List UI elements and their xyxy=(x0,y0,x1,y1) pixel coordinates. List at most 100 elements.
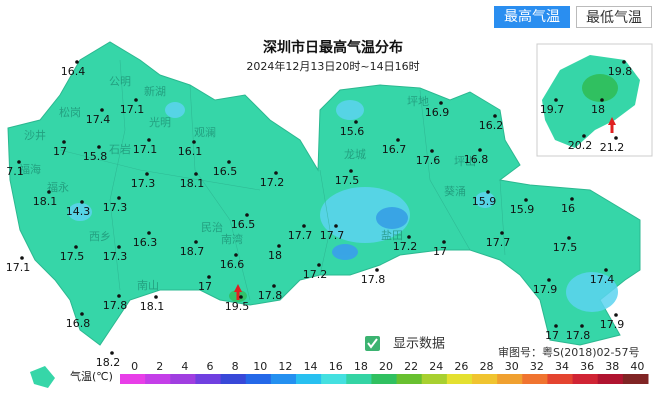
legend-swatch xyxy=(296,374,322,384)
place-name: 龙城 xyxy=(344,148,366,161)
legend-tick-label: 38 xyxy=(605,360,619,373)
station-temperature: 19.8 xyxy=(608,65,633,78)
station-temperature: 15.9 xyxy=(510,203,535,216)
station-dot xyxy=(17,160,21,164)
station-dot xyxy=(245,213,249,217)
station-dot xyxy=(20,256,24,260)
station-dot xyxy=(439,101,443,105)
station-dot xyxy=(154,295,158,299)
max-temp-button[interactable]: 最高气温 xyxy=(494,6,570,28)
station-dot xyxy=(234,253,238,257)
station-temperature: 15.9 xyxy=(472,195,497,208)
station-temperature: 17.4 xyxy=(86,113,111,126)
station-dot xyxy=(349,169,353,173)
station-temperature: 17.2 xyxy=(303,268,328,281)
max-arrow xyxy=(234,284,242,300)
station-temperature: 16.6 xyxy=(220,258,245,271)
subtitle: 2024年12月13日20时~14日16时 xyxy=(246,59,419,73)
place-name: 光明 xyxy=(149,115,171,129)
station-dot xyxy=(194,240,198,244)
station-dot xyxy=(478,148,482,152)
station-temperature: 18 xyxy=(268,249,282,262)
place-name: 观澜 xyxy=(194,125,216,139)
legend-tick-label: 2 xyxy=(156,360,163,373)
place-name: 葵涌 xyxy=(444,185,466,198)
legend-swatch xyxy=(572,374,599,384)
station-dot xyxy=(100,108,104,112)
inset-warm xyxy=(582,74,618,102)
legend-swatch xyxy=(497,374,523,384)
place-name: 西乡 xyxy=(89,230,111,243)
station-temperature: 17.7 xyxy=(486,236,511,249)
station-dot xyxy=(227,160,231,164)
station-dot xyxy=(239,295,243,299)
station-temperature: 17.6 xyxy=(416,154,441,167)
legend-tick-label: 40 xyxy=(630,360,644,373)
legend-tick-label: 12 xyxy=(278,360,292,373)
station-temperature: 17.9 xyxy=(600,318,625,331)
legend-swatch xyxy=(446,374,473,384)
station-temperature: 17.7 xyxy=(320,229,345,242)
legend-tick-label: 16 xyxy=(329,360,343,373)
station-dot xyxy=(407,235,411,239)
legend-swatch xyxy=(195,374,222,384)
legend-swatch xyxy=(170,374,196,384)
place-name: 盐田 xyxy=(381,229,403,242)
legend-swatch xyxy=(270,374,297,384)
title: 深圳市日最高气温分布 xyxy=(263,39,403,56)
station-dot xyxy=(486,190,490,194)
station-dot xyxy=(570,197,574,201)
min-temp-button[interactable]: 最低气温 xyxy=(576,6,652,28)
station-dot xyxy=(74,245,78,249)
station-temperature: 15.8 xyxy=(83,150,108,163)
place-name: 石岩 xyxy=(109,142,131,156)
station-temperature: 17.1 xyxy=(133,143,158,156)
place-name: 福海 xyxy=(19,162,41,176)
station-temperature: 17.5 xyxy=(553,241,578,254)
station-temperature: 17.1 xyxy=(6,261,31,274)
district-lines xyxy=(59,59,506,301)
station-temperature: 18.2 xyxy=(96,356,121,369)
legend-tick-label: 24 xyxy=(429,360,443,373)
station-dot xyxy=(396,138,400,142)
station-dot xyxy=(147,138,151,142)
station-temperature: 16.2 xyxy=(479,119,504,132)
place-name: 公明 xyxy=(109,75,131,88)
station-dot xyxy=(302,224,306,228)
station-dot xyxy=(274,171,278,175)
station-dot xyxy=(80,312,84,316)
station-dot xyxy=(80,200,84,204)
legend-tick-label: 26 xyxy=(454,360,468,373)
legend-tick-label: 22 xyxy=(404,360,418,373)
place-name: 南山 xyxy=(137,279,159,292)
legend-swatch xyxy=(421,374,448,384)
legend-tick-label: 28 xyxy=(480,360,494,373)
legend-tick-label: 4 xyxy=(181,360,188,373)
station-dot xyxy=(354,120,358,124)
legend-swatch xyxy=(321,374,347,384)
check-icon xyxy=(367,338,378,349)
station-temperature: 16.8 xyxy=(66,317,91,330)
station-dot xyxy=(110,351,114,355)
station-dot xyxy=(192,140,196,144)
station-dot xyxy=(614,136,618,140)
approval-number: 审图号：粤S(2018)02-57号 xyxy=(498,345,640,359)
legend-tick-label: 0 xyxy=(131,360,138,373)
place-name: 福永 xyxy=(47,180,69,194)
station-temperature: 18.1 xyxy=(180,177,205,190)
legend-tick-label: 34 xyxy=(555,360,569,373)
station-dot xyxy=(524,198,528,202)
station-temperature: 17.9 xyxy=(533,283,558,296)
station-dot xyxy=(547,278,551,282)
checkbox-label[interactable]: 显示数据 xyxy=(393,337,445,352)
station-temperature: 16.4 xyxy=(61,65,86,78)
station-temperature: 19.7 xyxy=(540,103,565,116)
station-dot xyxy=(334,224,338,228)
legend-swatch xyxy=(371,374,398,384)
station-temperature: 15.6 xyxy=(340,125,365,138)
place-name: 沙井 xyxy=(24,128,46,142)
legend-tick-label: 20 xyxy=(379,360,393,373)
place-name: 坪山 xyxy=(454,155,476,168)
